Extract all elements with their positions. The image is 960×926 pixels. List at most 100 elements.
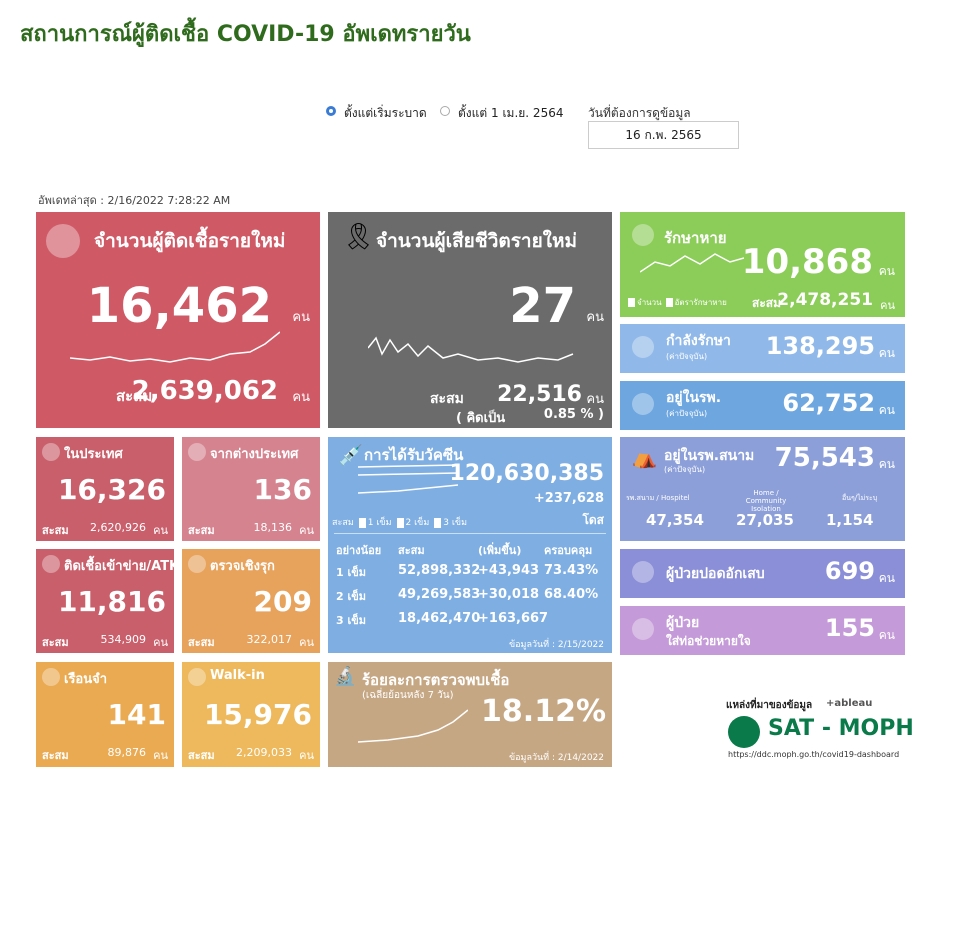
- cumulative-value: 89,876: [107, 746, 147, 759]
- card-value: 75,543: [774, 443, 875, 473]
- unit: คน: [878, 628, 895, 642]
- table-cell: +30,018: [478, 587, 540, 602]
- cumulative-label: สะสม: [188, 524, 215, 537]
- cumulative-value: 2,478,251: [777, 290, 873, 310]
- breakdown-value: 27,035: [736, 511, 794, 529]
- sparkline: [358, 709, 468, 743]
- cumulative-label: สะสม: [188, 749, 215, 762]
- atk-card: ติดเชื้อเข้าข่าย/ATK 11,816 สะสม 534,909 คน: [36, 549, 174, 653]
- card-subtitle: ใส่ท่อช่วยหายใจ: [666, 634, 751, 648]
- icon: [42, 443, 60, 461]
- page-title: สถานการณ์ผู้ติดเชื้อ COVID-19 อัพเดทรายว…: [20, 22, 471, 47]
- icon: [632, 336, 654, 358]
- cumulative-value: 18,136: [253, 521, 293, 534]
- card-value: 136: [253, 473, 312, 506]
- breakdown-label: อื่นๆ/ไม่ระบุ: [842, 494, 878, 502]
- legend-item: สะสม: [332, 518, 354, 528]
- source-url: https://ddc.moph.go.th/covid19-dashboard: [728, 750, 900, 759]
- domestic-card: ในประเทศ 16,326 สะสม 2,620,926 คน: [36, 437, 174, 541]
- cumulative-value: 2,639,062: [131, 376, 278, 406]
- radio-button[interactable]: [440, 106, 450, 116]
- card-title: จากต่างประเทศ: [210, 447, 299, 462]
- date-input[interactable]: 16 ก.พ. 2565: [588, 121, 739, 149]
- card-title: เรือนจำ: [64, 672, 108, 687]
- legend-item: 2 เข็ม: [396, 518, 430, 528]
- unit: คน: [153, 749, 168, 762]
- footnote: ข้อมูลวันที่ : 2/14/2022: [508, 753, 604, 763]
- card-value: 16,462: [86, 278, 272, 334]
- card-value: 138,295: [765, 332, 875, 360]
- cumulative-label: สะสม: [430, 391, 464, 407]
- card-value: 15,976: [203, 698, 312, 731]
- sparkline: [640, 253, 744, 273]
- unit: คน: [586, 392, 604, 407]
- radio-button[interactable]: [326, 106, 336, 116]
- card-value: 699: [824, 557, 875, 585]
- prison-card: เรือนจำ 141 สะสม 89,876 คน: [36, 662, 174, 767]
- imported-card: จากต่างประเทศ 136 สะสม 18,136 คน: [182, 437, 320, 541]
- card-subtitle: (ค่าปัจจุบัน): [666, 352, 708, 361]
- unit: คน: [292, 390, 310, 405]
- card-value: 18.12%: [481, 694, 606, 729]
- unit: คน: [153, 636, 168, 649]
- card-title: รักษาหาย: [664, 229, 727, 247]
- unit: คน: [878, 346, 895, 360]
- card-title: ผู้ป่วย: [666, 615, 700, 631]
- unit: คน: [878, 403, 895, 417]
- card-title: จำนวนผู้ติดเชื้อรายใหม่: [94, 230, 286, 252]
- icon: [42, 555, 60, 573]
- card-value: 62,752: [782, 389, 875, 417]
- sparkline: [70, 331, 280, 363]
- unit: คน: [878, 264, 895, 278]
- legend-item: 3 เข็ม: [434, 518, 468, 528]
- legend: สะสม 1 เข็ม 2 เข็ม 3 เข็ม: [332, 515, 472, 529]
- card-title: ติดเชื้อเข้าข่าย/ATK: [64, 559, 174, 574]
- radio-label: ตั้งแต่เริ่มระบาด: [344, 106, 427, 120]
- card-title: จำนวนผู้เสียชีวิตรายใหม่: [376, 230, 578, 252]
- radio-label: ตั้งแต่ 1 เม.ย. 2564: [458, 106, 564, 120]
- cumulative-value: 2,209,033: [236, 746, 292, 759]
- cumulative-label: สะสม: [752, 296, 782, 310]
- date-label: วันที่ต้องการดูข้อมูล: [588, 106, 691, 120]
- positivity-card: 🔬 ร้อยละการตรวจพบเชื้อ (เฉลี่ยย้อนหลัง 7…: [328, 662, 612, 767]
- cumulative-label: สะสม: [42, 636, 69, 649]
- card-value: 11,816: [57, 585, 166, 618]
- rate-value: 0.85 % ): [543, 407, 604, 422]
- card-value: 209: [253, 585, 312, 618]
- treating-card: กำลังรักษา (ค่าปัจจุบัน) 138,295 คน: [620, 324, 905, 373]
- card-title: Walk-in: [210, 668, 265, 683]
- ventilator-card: ผู้ป่วย ใส่ท่อช่วยหายใจ 155 คน: [620, 606, 905, 655]
- icon: [632, 618, 654, 640]
- breakdown-label: Home / Community Isolation: [745, 489, 787, 513]
- table-header: ครอบคลุม: [544, 544, 593, 557]
- card-title: ร้อยละการตรวจพบเชื้อ: [362, 671, 510, 689]
- unit: คน: [878, 571, 895, 585]
- tableau-logo: +ableau: [826, 698, 873, 709]
- legend-item: จำนวน: [628, 298, 662, 307]
- sparkline: [358, 464, 458, 494]
- table-cell: 73.43%: [544, 563, 599, 578]
- table-header: สะสม: [398, 544, 425, 557]
- table-cell: 3 เข็ม: [336, 614, 367, 627]
- legend-item: 1 เข็ม: [358, 518, 392, 528]
- icon: [188, 443, 206, 461]
- cumulative-value: 322,017: [246, 633, 293, 646]
- breakdown-value: 47,354: [646, 511, 704, 529]
- tent-icon: ⛺: [632, 445, 657, 469]
- unit: คน: [292, 310, 310, 325]
- moph-logo: [728, 716, 760, 748]
- cumulative-label: สะสม: [42, 749, 69, 762]
- card-title: ตรวจเชิงรุก: [210, 559, 275, 574]
- card-subtitle: (ค่าปัจจุบัน): [664, 465, 706, 474]
- walk-in-card: Walk-in 15,976 สะสม 2,209,033 คน: [182, 662, 320, 767]
- cumulative-label: สะสม: [42, 524, 69, 537]
- legend-item: อัตรารักษาหาย: [665, 298, 727, 307]
- vaccine-total: 120,630,385: [449, 461, 604, 486]
- cumulative-label: สะสม: [116, 387, 153, 405]
- card-title: ผู้ป่วยปอดอักเสบ: [666, 566, 765, 582]
- card-value: 27: [509, 278, 576, 334]
- field-hospital-card: ⛺ อยู่ในรพ.สนาม (ค่าปัจจุบัน) 75,543 คน …: [620, 437, 905, 541]
- cumulative-value: 2,620,926: [90, 521, 146, 534]
- breakdown-value: 1,154: [826, 511, 874, 529]
